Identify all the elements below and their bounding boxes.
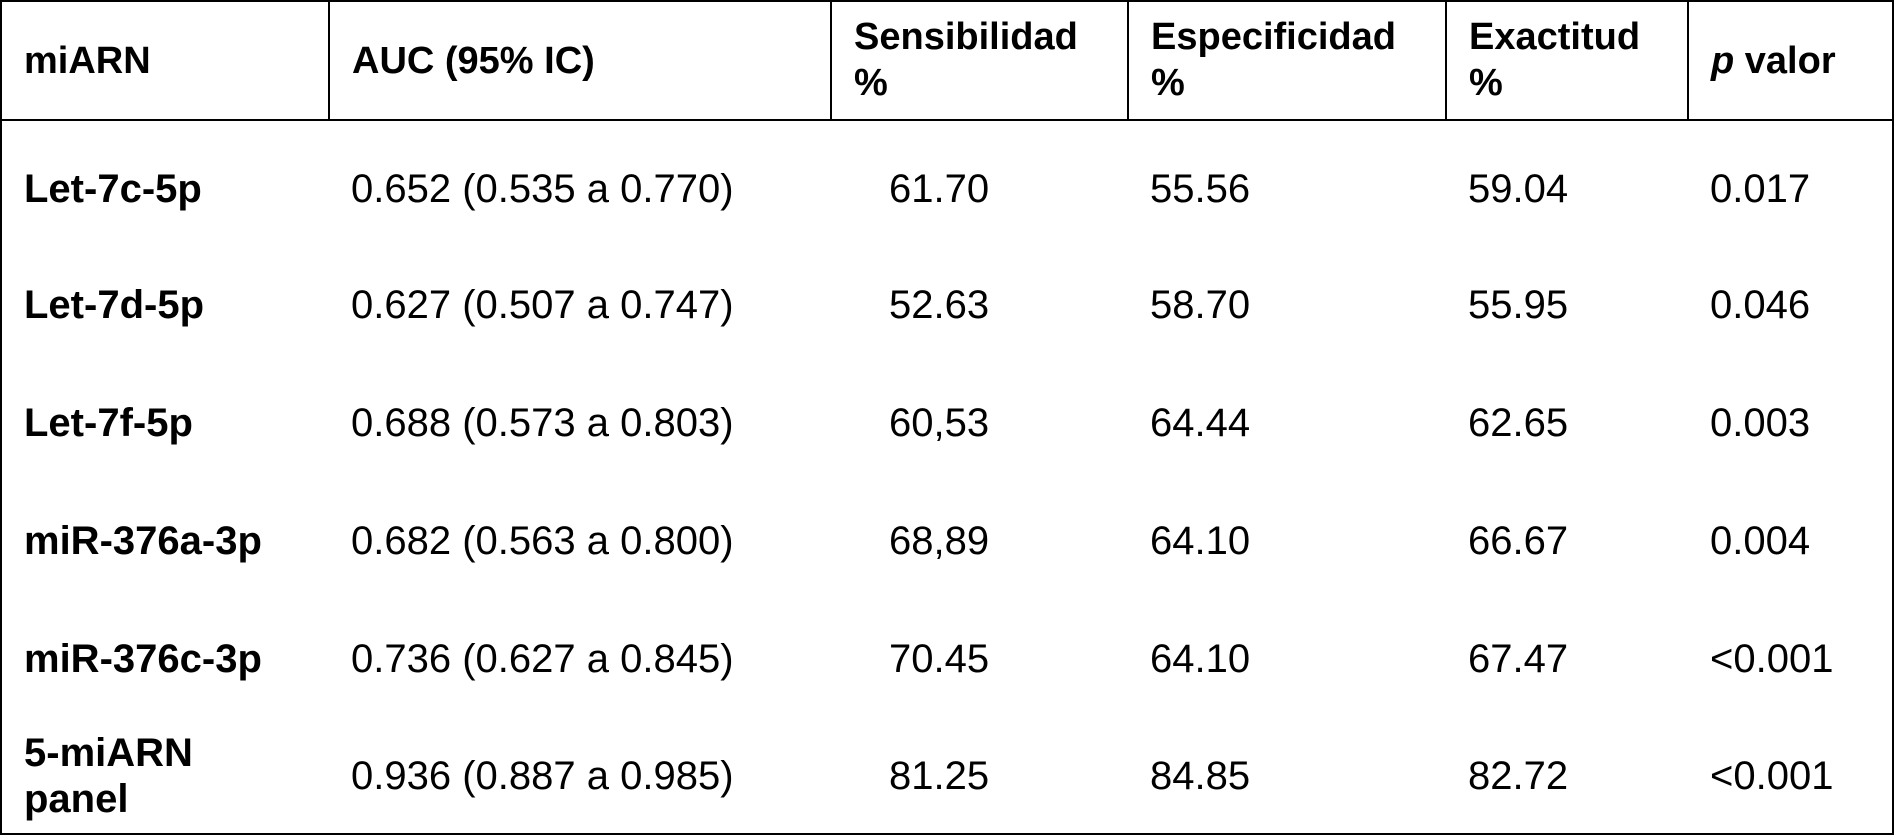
row-specificity: 58.70 bbox=[1128, 246, 1446, 364]
row-auc: 0.688 (0.573 a 0.803) bbox=[329, 364, 831, 482]
row-sensitivity: 70.45 bbox=[831, 600, 1128, 718]
row-mirna-name: Let-7d-5p bbox=[2, 246, 329, 364]
row-accuracy: 82.72 bbox=[1446, 718, 1688, 834]
row-sensitivity: 61.70 bbox=[831, 120, 1128, 246]
table-row: miR-376c-3p 0.736 (0.627 a 0.845) 70.45 … bbox=[2, 600, 1892, 718]
row-mirna-name: 5-miARNpanel bbox=[2, 718, 329, 834]
header-auc: AUC (95% IC) bbox=[329, 2, 831, 120]
header-accuracy-unit: % bbox=[1469, 62, 1503, 104]
row-sensitivity: 52.63 bbox=[831, 246, 1128, 364]
row-p-value: 0.003 bbox=[1688, 364, 1892, 482]
row-specificity: 84.85 bbox=[1128, 718, 1446, 834]
row-mirna-name: Let-7c-5p bbox=[2, 120, 329, 246]
row-sensitivity: 60,53 bbox=[831, 364, 1128, 482]
header-sensitivity: Sensibilidad% bbox=[831, 2, 1128, 120]
header-p-value: p valor bbox=[1688, 2, 1892, 120]
header-p-label: valor bbox=[1734, 40, 1835, 82]
row-mirna-name: miR-376c-3p bbox=[2, 600, 329, 718]
row-specificity: 64.10 bbox=[1128, 482, 1446, 600]
row-mirna-name-line1: 5-miARN bbox=[24, 731, 193, 775]
header-specificity: Especificidad% bbox=[1128, 2, 1446, 120]
row-p-value: 0.017 bbox=[1688, 120, 1892, 246]
table-row: Let-7d-5p 0.627 (0.507 a 0.747) 52.63 58… bbox=[2, 246, 1892, 364]
header-row: miARN AUC (95% IC) Sensibilidad% Especif… bbox=[2, 2, 1892, 120]
row-sensitivity: 68,89 bbox=[831, 482, 1128, 600]
row-accuracy: 59.04 bbox=[1446, 120, 1688, 246]
table-body: Let-7c-5p 0.652 (0.535 a 0.770) 61.70 55… bbox=[2, 120, 1892, 834]
row-accuracy: 62.65 bbox=[1446, 364, 1688, 482]
header-sensitivity-label: Sensibilidad bbox=[854, 16, 1078, 58]
row-p-value: <0.001 bbox=[1688, 718, 1892, 834]
header-p-symbol: p bbox=[1711, 40, 1734, 82]
row-auc: 0.627 (0.507 a 0.747) bbox=[329, 246, 831, 364]
header-mirna: miARN bbox=[2, 2, 329, 120]
header-specificity-unit: % bbox=[1151, 62, 1185, 104]
row-specificity: 64.44 bbox=[1128, 364, 1446, 482]
row-p-value: <0.001 bbox=[1688, 600, 1892, 718]
row-accuracy: 67.47 bbox=[1446, 600, 1688, 718]
header-sensitivity-unit: % bbox=[854, 62, 888, 104]
header-specificity-label: Especificidad bbox=[1151, 16, 1396, 58]
row-auc: 0.736 (0.627 a 0.845) bbox=[329, 600, 831, 718]
row-mirna-name: miR-376a-3p bbox=[2, 482, 329, 600]
table-header: miARN AUC (95% IC) Sensibilidad% Especif… bbox=[2, 2, 1892, 120]
row-accuracy: 66.67 bbox=[1446, 482, 1688, 600]
row-auc: 0.652 (0.535 a 0.770) bbox=[329, 120, 831, 246]
row-accuracy: 55.95 bbox=[1446, 246, 1688, 364]
row-mirna-name: Let-7f-5p bbox=[2, 364, 329, 482]
row-p-value: 0.046 bbox=[1688, 246, 1892, 364]
row-sensitivity: 81.25 bbox=[831, 718, 1128, 834]
table-row: Let-7f-5p 0.688 (0.573 a 0.803) 60,53 64… bbox=[2, 364, 1892, 482]
row-auc: 0.682 (0.563 a 0.800) bbox=[329, 482, 831, 600]
table-row: Let-7c-5p 0.652 (0.535 a 0.770) 61.70 55… bbox=[2, 120, 1892, 246]
row-mirna-name-line2: panel bbox=[24, 777, 128, 821]
table-row: miR-376a-3p 0.682 (0.563 a 0.800) 68,89 … bbox=[2, 482, 1892, 600]
table-row: 5-miARNpanel 0.936 (0.887 a 0.985) 81.25… bbox=[2, 718, 1892, 834]
row-p-value: 0.004 bbox=[1688, 482, 1892, 600]
row-specificity: 64.10 bbox=[1128, 600, 1446, 718]
header-accuracy: Exactitud% bbox=[1446, 2, 1688, 120]
header-accuracy-label: Exactitud bbox=[1469, 16, 1640, 58]
row-specificity: 55.56 bbox=[1128, 120, 1446, 246]
row-auc: 0.936 (0.887 a 0.985) bbox=[329, 718, 831, 834]
